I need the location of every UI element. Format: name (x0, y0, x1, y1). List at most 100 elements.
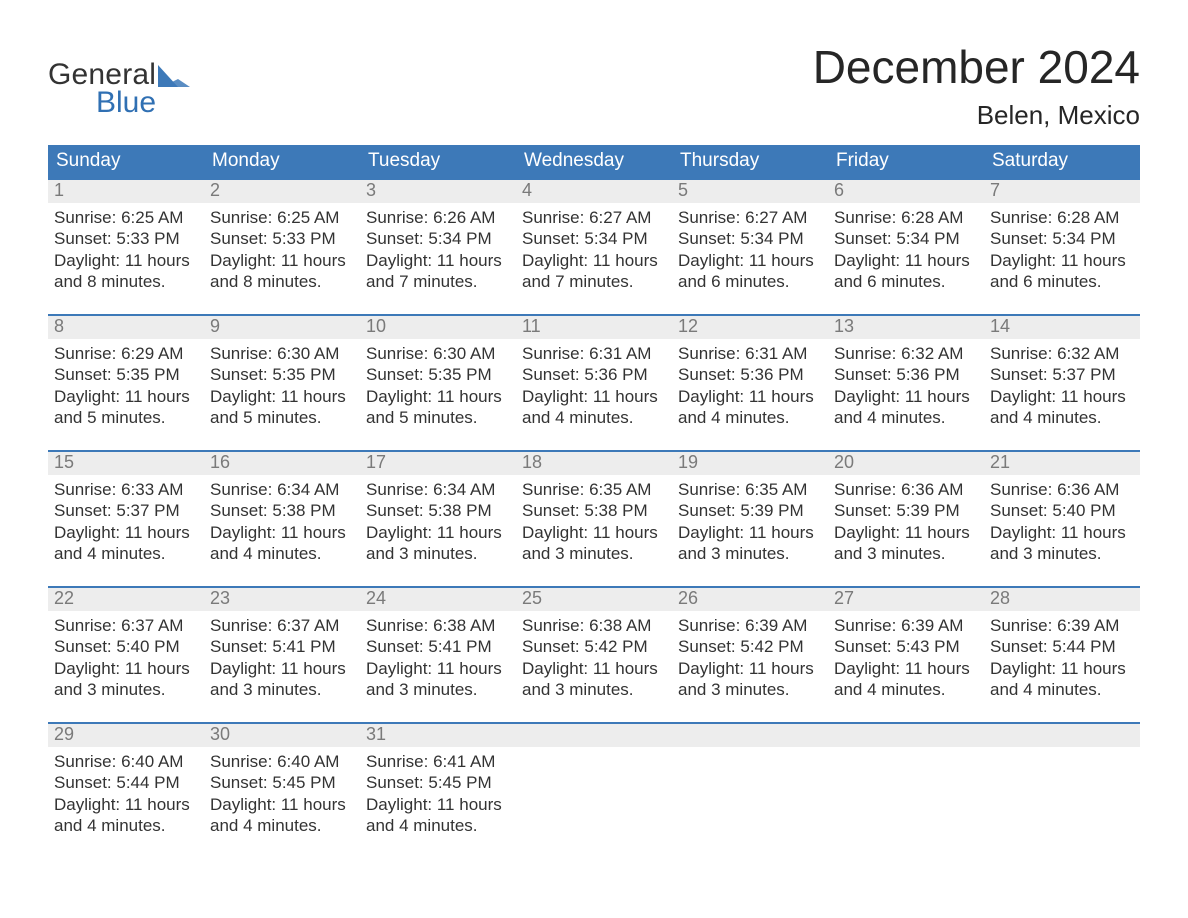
day-sunset: Sunset: 5:42 PM (522, 636, 666, 657)
day-cell: 5Sunrise: 6:27 AMSunset: 5:34 PMDaylight… (672, 180, 828, 314)
day-dl1: Daylight: 11 hours (210, 250, 354, 271)
title-block: December 2024 Belen, Mexico (813, 40, 1140, 131)
day-dl2: and 4 minutes. (990, 679, 1134, 700)
day-dl1: Daylight: 11 hours (990, 250, 1134, 271)
day-number: 19 (672, 452, 828, 475)
week-row: 15Sunrise: 6:33 AMSunset: 5:37 PMDayligh… (48, 450, 1140, 586)
day-sunrise: Sunrise: 6:36 AM (990, 479, 1134, 500)
day-number: 13 (828, 316, 984, 339)
day-body-empty (828, 747, 984, 855)
day-sunrise: Sunrise: 6:25 AM (210, 207, 354, 228)
day-cell: 7Sunrise: 6:28 AMSunset: 5:34 PMDaylight… (984, 180, 1140, 314)
weekday-header: Wednesday (516, 145, 672, 178)
weekday-header: Friday (828, 145, 984, 178)
day-dl1: Daylight: 11 hours (522, 658, 666, 679)
day-body: Sunrise: 6:32 AMSunset: 5:36 PMDaylight:… (828, 339, 984, 450)
day-sunrise: Sunrise: 6:25 AM (54, 207, 198, 228)
day-body: Sunrise: 6:37 AMSunset: 5:41 PMDaylight:… (204, 611, 360, 722)
day-dl2: and 6 minutes. (990, 271, 1134, 292)
day-sunset: Sunset: 5:36 PM (678, 364, 822, 385)
day-dl2: and 3 minutes. (834, 543, 978, 564)
day-dl1: Daylight: 11 hours (522, 250, 666, 271)
day-sunset: Sunset: 5:41 PM (210, 636, 354, 657)
day-dl1: Daylight: 11 hours (210, 522, 354, 543)
day-sunset: Sunset: 5:34 PM (366, 228, 510, 249)
day-sunrise: Sunrise: 6:31 AM (522, 343, 666, 364)
day-cell: 9Sunrise: 6:30 AMSunset: 5:35 PMDaylight… (204, 316, 360, 450)
day-sunrise: Sunrise: 6:38 AM (522, 615, 666, 636)
day-cell: . (828, 724, 984, 858)
day-cell: 8Sunrise: 6:29 AMSunset: 5:35 PMDaylight… (48, 316, 204, 450)
day-sunset: Sunset: 5:34 PM (990, 228, 1134, 249)
day-number: 15 (48, 452, 204, 475)
day-cell: 13Sunrise: 6:32 AMSunset: 5:36 PMDayligh… (828, 316, 984, 450)
calendar-table: Sunday Monday Tuesday Wednesday Thursday… (48, 145, 1140, 858)
day-cell: 11Sunrise: 6:31 AMSunset: 5:36 PMDayligh… (516, 316, 672, 450)
day-dl2: and 7 minutes. (366, 271, 510, 292)
day-dl2: and 3 minutes. (522, 543, 666, 564)
day-dl2: and 4 minutes. (990, 407, 1134, 428)
day-dl1: Daylight: 11 hours (366, 658, 510, 679)
day-number: 24 (360, 588, 516, 611)
day-dl1: Daylight: 11 hours (210, 386, 354, 407)
day-dl1: Daylight: 11 hours (678, 658, 822, 679)
day-sunset: Sunset: 5:40 PM (990, 500, 1134, 521)
day-dl2: and 4 minutes. (834, 407, 978, 428)
day-dl2: and 4 minutes. (54, 815, 198, 836)
day-number: 10 (360, 316, 516, 339)
week-row: 1Sunrise: 6:25 AMSunset: 5:33 PMDaylight… (48, 178, 1140, 314)
day-cell: 18Sunrise: 6:35 AMSunset: 5:38 PMDayligh… (516, 452, 672, 586)
day-body: Sunrise: 6:34 AMSunset: 5:38 PMDaylight:… (360, 475, 516, 586)
day-dl1: Daylight: 11 hours (678, 522, 822, 543)
day-sunrise: Sunrise: 6:28 AM (990, 207, 1134, 228)
day-dl1: Daylight: 11 hours (990, 522, 1134, 543)
day-cell: 17Sunrise: 6:34 AMSunset: 5:38 PMDayligh… (360, 452, 516, 586)
day-cell: 26Sunrise: 6:39 AMSunset: 5:42 PMDayligh… (672, 588, 828, 722)
day-cell: 24Sunrise: 6:38 AMSunset: 5:41 PMDayligh… (360, 588, 516, 722)
day-dl2: and 5 minutes. (210, 407, 354, 428)
calendar-page: General Blue December 2024 Belen, Mexico… (0, 0, 1188, 898)
weekday-header: Thursday (672, 145, 828, 178)
day-sunset: Sunset: 5:33 PM (54, 228, 198, 249)
day-body: Sunrise: 6:34 AMSunset: 5:38 PMDaylight:… (204, 475, 360, 586)
day-sunset: Sunset: 5:33 PM (210, 228, 354, 249)
day-sunrise: Sunrise: 6:34 AM (210, 479, 354, 500)
day-number-empty: . (672, 724, 828, 747)
calendar-body: 1Sunrise: 6:25 AMSunset: 5:33 PMDaylight… (48, 178, 1140, 858)
day-number: 28 (984, 588, 1140, 611)
day-cell: 2Sunrise: 6:25 AMSunset: 5:33 PMDaylight… (204, 180, 360, 314)
day-sunrise: Sunrise: 6:35 AM (678, 479, 822, 500)
day-body: Sunrise: 6:25 AMSunset: 5:33 PMDaylight:… (48, 203, 204, 314)
day-cell: 23Sunrise: 6:37 AMSunset: 5:41 PMDayligh… (204, 588, 360, 722)
day-cell: 21Sunrise: 6:36 AMSunset: 5:40 PMDayligh… (984, 452, 1140, 586)
day-dl1: Daylight: 11 hours (834, 522, 978, 543)
day-sunrise: Sunrise: 6:27 AM (522, 207, 666, 228)
day-number: 18 (516, 452, 672, 475)
location-label: Belen, Mexico (813, 100, 1140, 131)
day-sunrise: Sunrise: 6:40 AM (54, 751, 198, 772)
day-sunrise: Sunrise: 6:31 AM (678, 343, 822, 364)
day-body: Sunrise: 6:33 AMSunset: 5:37 PMDaylight:… (48, 475, 204, 586)
day-number: 26 (672, 588, 828, 611)
day-sunrise: Sunrise: 6:35 AM (522, 479, 666, 500)
day-sunset: Sunset: 5:35 PM (54, 364, 198, 385)
day-cell: 29Sunrise: 6:40 AMSunset: 5:44 PMDayligh… (48, 724, 204, 858)
day-sunrise: Sunrise: 6:26 AM (366, 207, 510, 228)
day-dl1: Daylight: 11 hours (366, 522, 510, 543)
day-sunset: Sunset: 5:34 PM (678, 228, 822, 249)
day-body: Sunrise: 6:30 AMSunset: 5:35 PMDaylight:… (204, 339, 360, 450)
day-cell: 6Sunrise: 6:28 AMSunset: 5:34 PMDaylight… (828, 180, 984, 314)
day-sunrise: Sunrise: 6:40 AM (210, 751, 354, 772)
day-body: Sunrise: 6:31 AMSunset: 5:36 PMDaylight:… (672, 339, 828, 450)
day-dl2: and 4 minutes. (210, 815, 354, 836)
day-cell: 16Sunrise: 6:34 AMSunset: 5:38 PMDayligh… (204, 452, 360, 586)
day-number: 27 (828, 588, 984, 611)
day-sunset: Sunset: 5:34 PM (834, 228, 978, 249)
day-sunset: Sunset: 5:39 PM (678, 500, 822, 521)
day-number: 14 (984, 316, 1140, 339)
day-sunset: Sunset: 5:38 PM (366, 500, 510, 521)
day-dl2: and 8 minutes. (54, 271, 198, 292)
day-body: Sunrise: 6:40 AMSunset: 5:44 PMDaylight:… (48, 747, 204, 858)
day-number: 22 (48, 588, 204, 611)
day-number-empty: . (828, 724, 984, 747)
